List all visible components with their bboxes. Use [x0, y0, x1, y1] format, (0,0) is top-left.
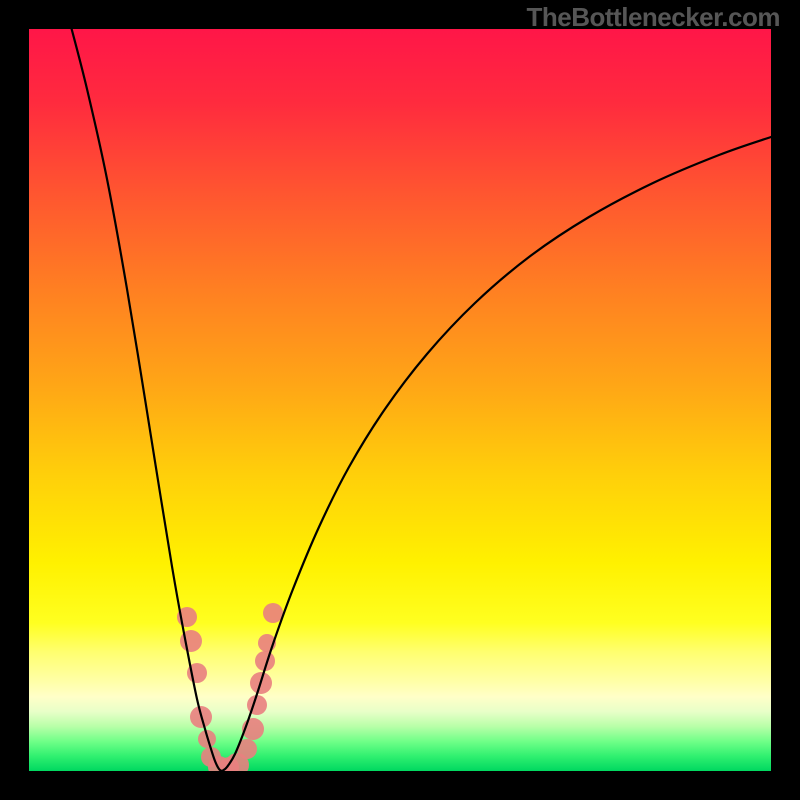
chart-stage: TheBottlenecker.com [0, 0, 800, 800]
curve-layer [0, 0, 800, 800]
bottleneck-curve [69, 19, 222, 771]
data-marker [263, 603, 283, 623]
bottleneck-curve [222, 137, 771, 771]
